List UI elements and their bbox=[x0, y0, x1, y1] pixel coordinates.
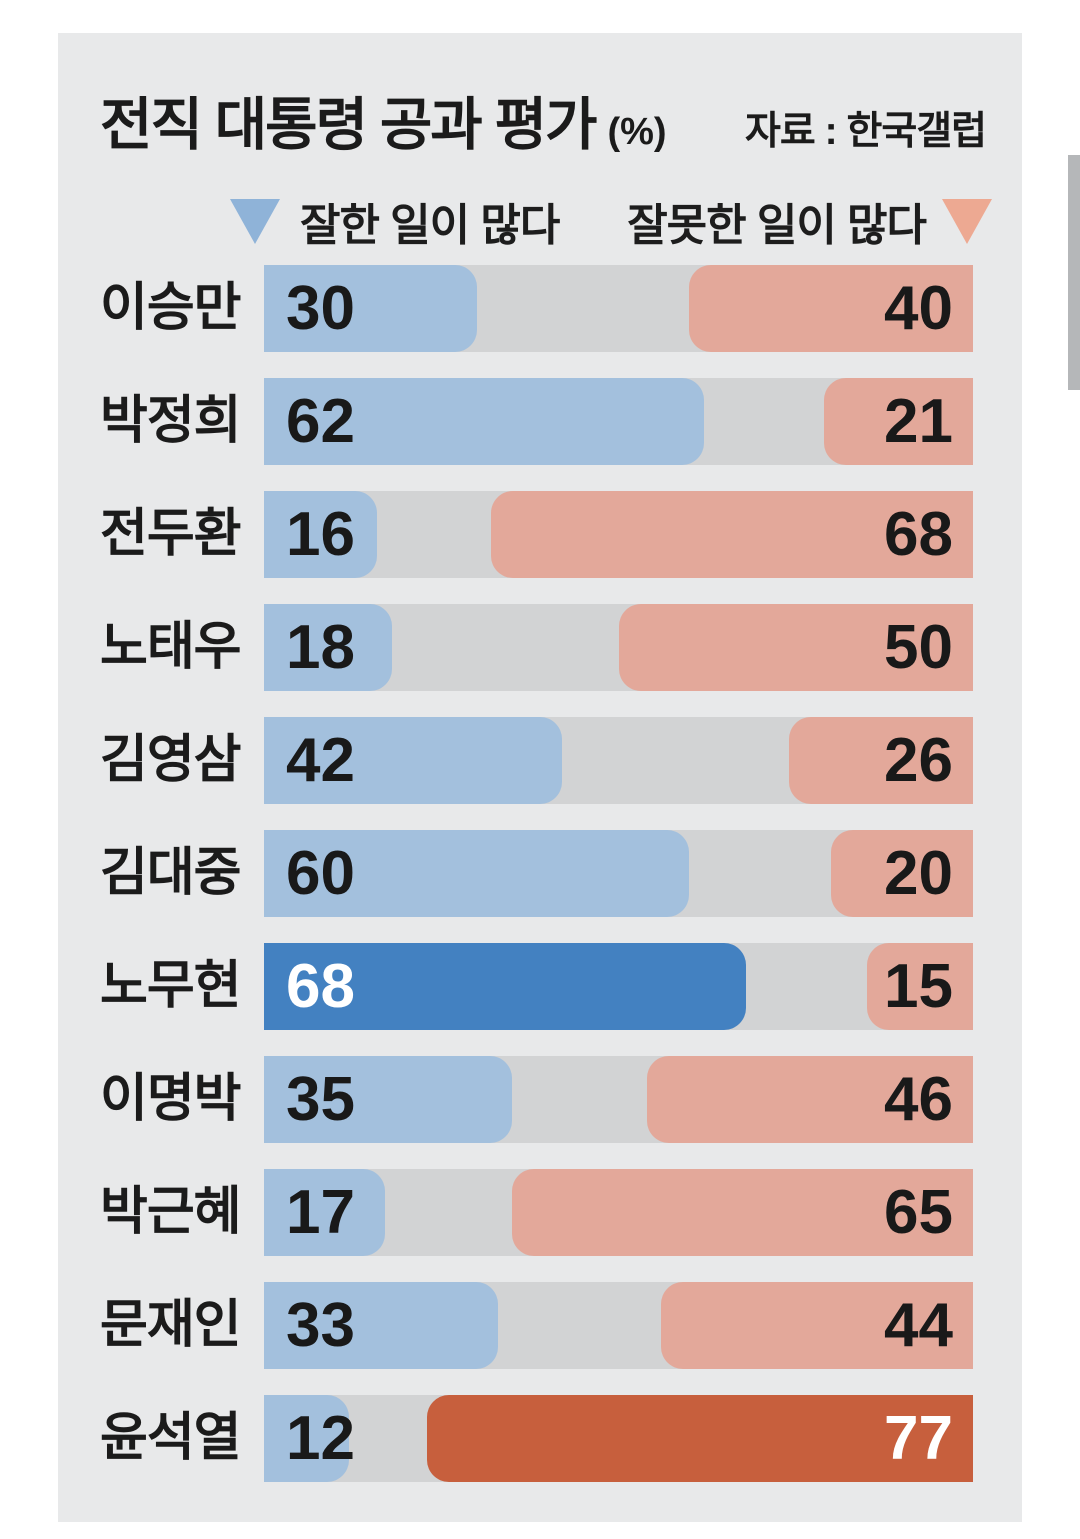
positive-bar: 16 bbox=[264, 491, 378, 578]
negative-value: 15 bbox=[884, 951, 953, 1021]
legend-negative: 잘못한 일이 많다 bbox=[627, 189, 992, 253]
president-label: 김영삼 bbox=[100, 731, 242, 789]
president-label: 박근혜 bbox=[100, 1183, 242, 1241]
negative-value: 44 bbox=[884, 1290, 953, 1360]
legend-positive: 잘한 일이 많다 bbox=[230, 189, 560, 253]
positive-bar: 42 bbox=[264, 717, 562, 804]
president-label: 윤석열 bbox=[100, 1409, 242, 1467]
chart-title: 전직 대통령 공과 평가 bbox=[100, 93, 597, 157]
chart-row: 윤석열 12 77 bbox=[58, 1395, 1022, 1482]
bar-track: 62 21 bbox=[264, 378, 973, 465]
positive-bar: 33 bbox=[264, 1282, 498, 1369]
chart-row: 이승만 30 40 bbox=[58, 265, 1022, 352]
chart-legend: 잘한 일이 많다 잘못한 일이 많다 bbox=[58, 189, 1022, 250]
chart-header: 전직 대통령 공과 평가 (%) 자료 : 한국갤럽 bbox=[100, 79, 987, 161]
negative-bar: 15 bbox=[866, 943, 973, 1030]
positive-bar: 30 bbox=[264, 265, 477, 352]
negative-value: 20 bbox=[884, 838, 953, 908]
positive-bar: 18 bbox=[264, 604, 392, 691]
bar-track: 30 40 bbox=[264, 265, 973, 352]
scrollbar-thumb[interactable] bbox=[1068, 155, 1080, 390]
legend-negative-label: 잘못한 일이 많다 bbox=[627, 201, 927, 250]
positive-value: 68 bbox=[286, 951, 355, 1021]
chart-row: 문재인 33 44 bbox=[58, 1282, 1022, 1369]
negative-bar: 21 bbox=[824, 378, 973, 465]
positive-value: 12 bbox=[286, 1403, 355, 1473]
bar-track: 42 26 bbox=[264, 717, 973, 804]
president-label: 노무현 bbox=[100, 957, 242, 1015]
negative-bar: 65 bbox=[512, 1169, 973, 1256]
bar-track: 12 77 bbox=[264, 1395, 973, 1482]
positive-value: 35 bbox=[286, 1064, 355, 1134]
positive-value: 60 bbox=[286, 838, 355, 908]
negative-bar: 77 bbox=[427, 1395, 973, 1482]
negative-bar: 20 bbox=[831, 830, 973, 917]
negative-bar: 44 bbox=[661, 1282, 973, 1369]
positive-bar: 12 bbox=[264, 1395, 355, 1482]
chart-unit-label: (%) bbox=[607, 111, 667, 153]
president-label: 박정희 bbox=[100, 392, 242, 450]
bar-track: 35 46 bbox=[264, 1056, 973, 1143]
chart-row: 전두환 16 68 bbox=[58, 491, 1022, 578]
bar-track: 17 65 bbox=[264, 1169, 973, 1256]
bar-track: 60 20 bbox=[264, 830, 973, 917]
president-label: 문재인 bbox=[100, 1296, 242, 1354]
chart-row: 박근혜 17 65 bbox=[58, 1169, 1022, 1256]
negative-bar: 50 bbox=[618, 604, 973, 691]
president-label: 전두환 bbox=[100, 505, 242, 563]
chart-row: 김대중 60 20 bbox=[58, 830, 1022, 917]
positive-value: 16 bbox=[286, 499, 355, 569]
positive-bar: 62 bbox=[264, 378, 704, 465]
negative-value: 65 bbox=[884, 1177, 953, 1247]
negative-value: 68 bbox=[884, 499, 953, 569]
negative-bar: 68 bbox=[490, 491, 973, 578]
chart-row: 박정희 62 21 bbox=[58, 378, 1022, 465]
positive-bar: 17 bbox=[264, 1169, 385, 1256]
chart-row: 노태우 18 50 bbox=[58, 604, 1022, 691]
triangle-down-red-icon bbox=[942, 198, 992, 244]
triangle-down-blue-icon bbox=[230, 198, 280, 244]
positive-value: 33 bbox=[286, 1290, 355, 1360]
positive-value: 42 bbox=[286, 725, 355, 795]
positive-bar: 35 bbox=[264, 1056, 513, 1143]
negative-bar: 40 bbox=[689, 265, 973, 352]
positive-bar: 60 bbox=[264, 830, 690, 917]
chart-row: 이명박 35 46 bbox=[58, 1056, 1022, 1143]
positive-value: 17 bbox=[286, 1177, 355, 1247]
negative-bar: 46 bbox=[646, 1056, 973, 1143]
bar-track: 18 50 bbox=[264, 604, 973, 691]
negative-value: 50 bbox=[884, 612, 953, 682]
negative-value: 26 bbox=[884, 725, 953, 795]
positive-value: 18 bbox=[286, 612, 355, 682]
bar-track: 33 44 bbox=[264, 1282, 973, 1369]
negative-value: 40 bbox=[884, 273, 953, 343]
president-label: 김대중 bbox=[100, 844, 242, 902]
positive-value: 62 bbox=[286, 386, 355, 456]
negative-value: 46 bbox=[884, 1064, 953, 1134]
chart-panel: 전직 대통령 공과 평가 (%) 자료 : 한국갤럽 잘한 일이 많다 잘못한 … bbox=[58, 33, 1022, 1522]
chart-row: 노무현 68 15 bbox=[58, 943, 1022, 1030]
negative-value: 77 bbox=[884, 1403, 953, 1473]
president-label: 이승만 bbox=[100, 279, 242, 337]
negative-bar: 26 bbox=[788, 717, 973, 804]
bar-track: 16 68 bbox=[264, 491, 973, 578]
negative-value: 21 bbox=[884, 386, 953, 456]
president-label: 노태우 bbox=[100, 618, 242, 676]
chart-row: 김영삼 42 26 bbox=[58, 717, 1022, 804]
legend-positive-label: 잘한 일이 많다 bbox=[300, 201, 560, 250]
positive-bar: 68 bbox=[264, 943, 747, 1030]
chart-source: 자료 : 한국갤럽 bbox=[745, 110, 987, 153]
positive-value: 30 bbox=[286, 273, 355, 343]
bar-track: 68 15 bbox=[264, 943, 973, 1030]
president-label: 이명박 bbox=[100, 1070, 242, 1128]
